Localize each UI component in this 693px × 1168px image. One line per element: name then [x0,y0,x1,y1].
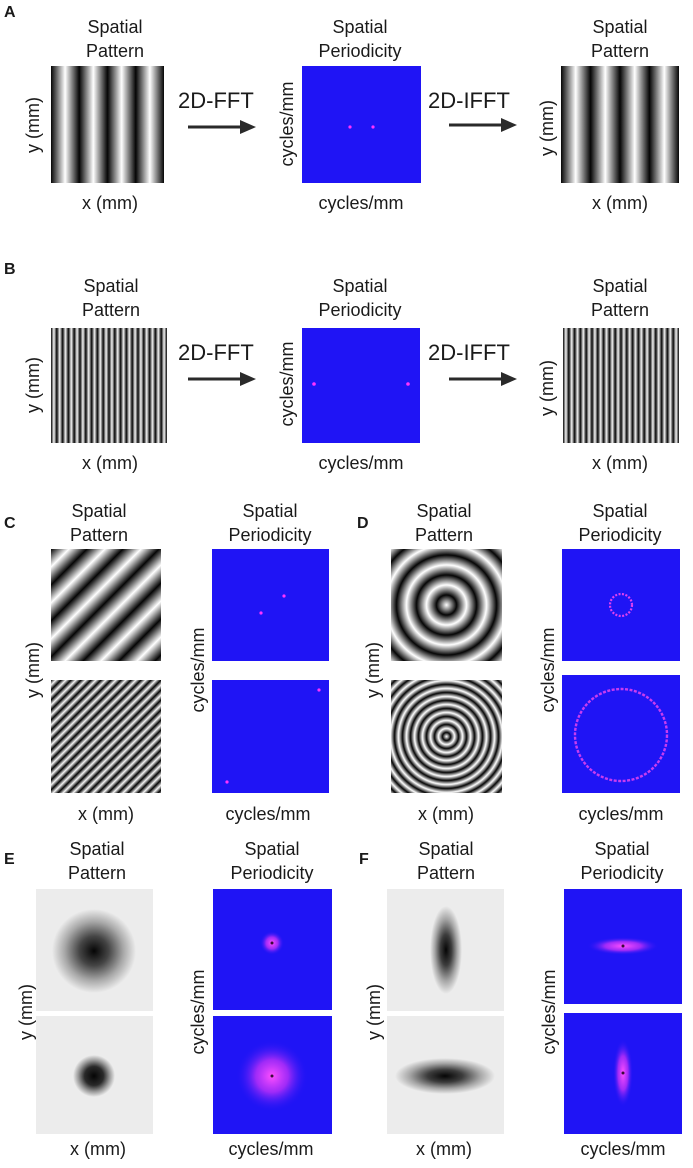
ylabel-c-right: cycles/mm [188,627,208,713]
spectrum-e-bottom [213,1016,332,1134]
panel-letter-b: B [4,261,16,278]
spectrum-f-top [564,889,682,1004]
ylabel-c-left: y (mm) [23,642,43,698]
ylabel-f-right: cycles/mm [539,969,559,1055]
title-d-right-line2: Periodicity [578,525,662,545]
spectrum-e-top [213,889,332,1010]
ylabel-a-mid: cycles/mm [277,81,297,167]
title-a-mid-line1: Spatial [332,17,388,37]
title-b-left-line1: Spatial [83,276,139,296]
pattern-f-top [387,889,504,1011]
pattern-c-top [51,549,161,661]
spectrum-a [302,66,421,183]
title-d-left-line1: Spatial [416,501,472,521]
op-b-fft: 2D-FFT [178,340,254,365]
pattern-b-left [51,328,167,443]
ylabel-a-right: y (mm) [537,100,557,156]
title-a-right-line1: Spatial [592,17,648,37]
xlabel-e-right: cycles/mm [228,1139,314,1159]
title-f-left-line1: Spatial [418,839,474,859]
pattern-c-bottom [51,680,161,793]
ylabel-e-right: cycles/mm [188,969,208,1055]
arrow-right-icon [449,118,517,132]
title-e-left-line2: Pattern [67,863,127,883]
title-e-left-line1: Spatial [69,839,125,859]
title-a-left-line2: Pattern [85,41,145,61]
title-a-mid-line2: Periodicity [318,41,402,61]
title-b-mid-line2: Periodicity [318,300,402,320]
ylabel-d-left: y (mm) [363,642,383,698]
xlabel-a-left: x (mm) [82,193,138,213]
arrow-right-icon [188,120,256,134]
arrow-right-icon [449,372,517,386]
pattern-a-right [561,66,679,183]
pattern-d-bottom [391,680,502,793]
title-e-right-line2: Periodicity [230,863,314,883]
title-d-right-line1: Spatial [592,501,648,521]
title-b-right-line1: Spatial [592,276,648,296]
panel-letter-e: E [4,851,15,868]
op-a-ifft: 2D-IFFT [428,88,510,113]
panel-letter-f: F [359,851,369,868]
xlabel-b-mid: cycles/mm [318,453,404,473]
ylabel-f-left: y (mm) [364,984,384,1040]
title-f-left-line2: Pattern [416,863,476,883]
pattern-e-bottom [36,1016,153,1134]
pattern-b-right [563,328,679,443]
op-a-fft: 2D-FFT [178,88,254,113]
title-b-mid-line1: Spatial [332,276,388,296]
title-b-right-line2: Pattern [590,300,650,320]
title-a-left-line1: Spatial [87,17,143,37]
xlabel-e-left: x (mm) [70,1139,126,1159]
spectrum-c-top [212,549,329,661]
ylabel-e-left: y (mm) [16,984,36,1040]
title-a-right-line2: Pattern [590,41,650,61]
panel-letter-d: D [357,515,369,532]
xlabel-f-right: cycles/mm [580,1139,666,1159]
title-c-left-line2: Pattern [69,525,129,545]
pattern-d-top [391,549,502,661]
spectrum-c-bottom [212,680,329,793]
title-c-right-line2: Periodicity [228,525,312,545]
panel-letter-a: A [4,4,16,21]
op-b-ifft: 2D-IFFT [428,340,510,365]
xlabel-b-right: x (mm) [592,453,648,473]
xlabel-b-left: x (mm) [82,453,138,473]
xlabel-d-right: cycles/mm [578,804,664,824]
pattern-a-left [51,66,164,183]
pattern-e-top [36,889,153,1011]
xlabel-c-right: cycles/mm [225,804,311,824]
title-f-right-line1: Spatial [594,839,650,859]
title-e-right-line1: Spatial [244,839,300,859]
title-c-right-line1: Spatial [242,501,298,521]
ylabel-b-mid: cycles/mm [277,341,297,427]
title-d-left-line2: Pattern [414,525,474,545]
ylabel-b-left: y (mm) [23,357,43,413]
xlabel-f-left: x (mm) [416,1139,472,1159]
xlabel-d-left: x (mm) [418,804,474,824]
ylabel-b-right: y (mm) [537,360,557,416]
arrow-right-icon [188,372,256,386]
pattern-f-bottom [387,1016,504,1134]
spectrum-d-bottom [562,675,680,793]
panel-letter-c: C [4,515,16,532]
title-b-left-line2: Pattern [81,300,141,320]
spectrum-f-bottom [564,1013,682,1134]
spectrum-b [302,328,420,443]
spectrum-d-top [562,549,680,661]
xlabel-c-left: x (mm) [78,804,134,824]
xlabel-a-mid: cycles/mm [318,193,404,213]
ylabel-a-left: y (mm) [23,97,43,153]
ylabel-d-right: cycles/mm [538,627,558,713]
title-c-left-line1: Spatial [71,501,127,521]
xlabel-a-right: x (mm) [592,193,648,213]
title-f-right-line2: Periodicity [580,863,664,883]
